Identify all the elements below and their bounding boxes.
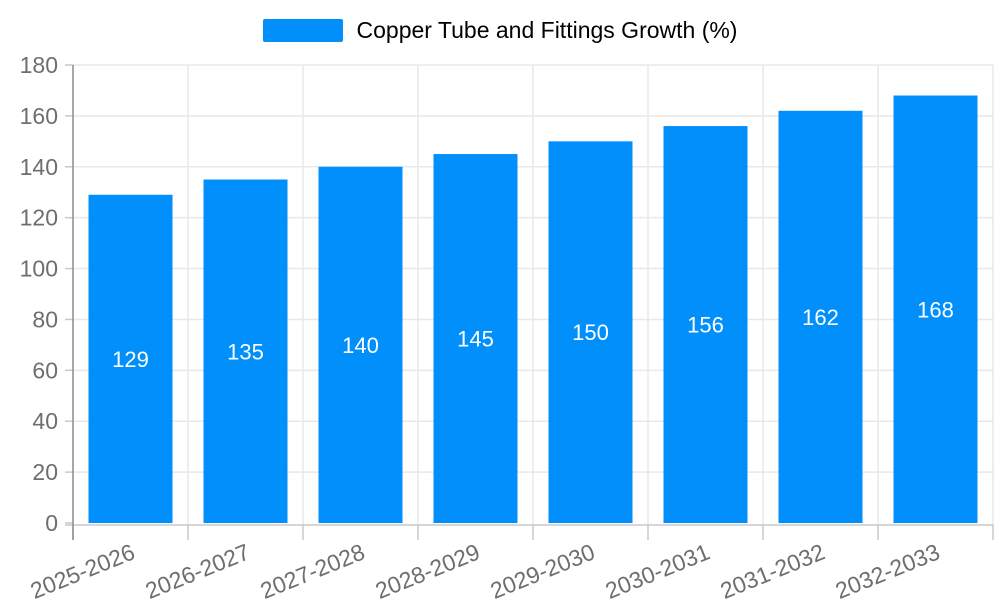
- y-axis-label: 120: [20, 205, 58, 231]
- bar-value-label: 162: [802, 305, 839, 330]
- bar-value-label: 168: [917, 297, 954, 322]
- bar-value-label: 150: [572, 320, 609, 345]
- y-axis-label: 0: [45, 510, 58, 536]
- y-axis-label: 140: [20, 154, 58, 180]
- legend-item[interactable]: Copper Tube and Fittings Growth (%): [262, 17, 738, 43]
- bar[interactable]: [778, 110, 863, 524]
- legend: Copper Tube and Fittings Growth (%): [0, 19, 1000, 42]
- y-axis-label: 160: [20, 103, 58, 129]
- x-axis-label: 2027-2028: [257, 539, 369, 600]
- y-axis-label: 20: [32, 459, 58, 485]
- x-axis-label: 2032-2033: [832, 539, 944, 600]
- y-axis-label: 60: [32, 357, 58, 383]
- bar[interactable]: [663, 126, 748, 524]
- bar[interactable]: [203, 179, 288, 524]
- y-axis-label: 180: [20, 52, 58, 78]
- bar[interactable]: [433, 154, 518, 524]
- x-axis-label: 2025-2026: [27, 539, 139, 600]
- x-axis-label: 2030-2031: [602, 539, 714, 600]
- bar[interactable]: [548, 141, 633, 524]
- bar-value-label: 156: [687, 313, 724, 338]
- x-axis-label: 2028-2029: [372, 539, 484, 600]
- bar-value-label: 129: [112, 347, 149, 372]
- x-axis-label: 2026-2027: [142, 539, 254, 600]
- legend-label: Copper Tube and Fittings Growth (%): [356, 17, 738, 43]
- bar-value-label: 145: [457, 327, 494, 352]
- bar[interactable]: [88, 194, 173, 523]
- x-axis-label: 2029-2030: [487, 539, 599, 600]
- x-axis-label: 2031-2032: [717, 539, 829, 600]
- bar[interactable]: [318, 166, 403, 523]
- y-axis-label: 80: [32, 306, 58, 332]
- bar-value-label: 140: [342, 333, 379, 358]
- legend-marker-icon: [262, 19, 343, 42]
- bar-value-label: 135: [227, 339, 264, 364]
- y-axis-label: 40: [32, 408, 58, 434]
- bar[interactable]: [893, 95, 978, 524]
- y-axis-label: 100: [20, 256, 58, 282]
